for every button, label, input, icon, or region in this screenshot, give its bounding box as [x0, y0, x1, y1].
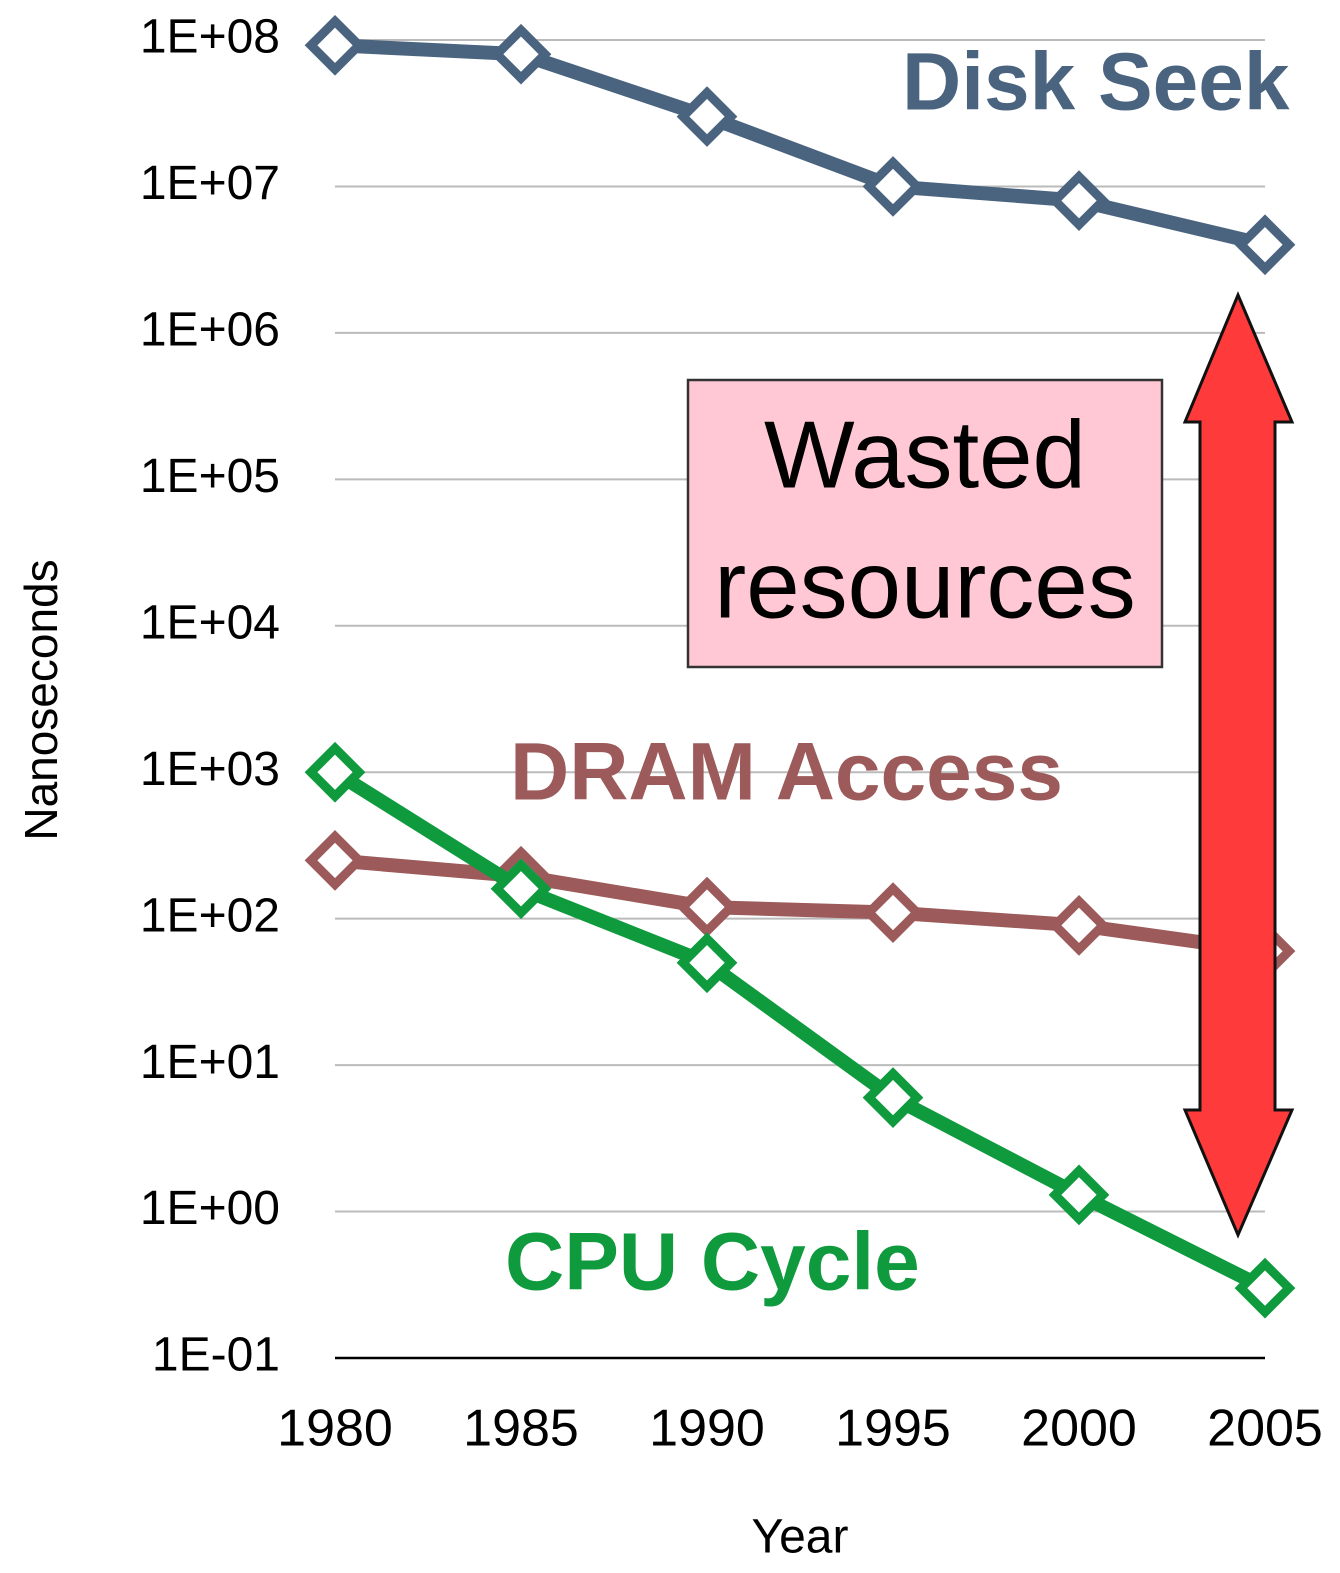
- y-tick-label: 1E+07: [140, 157, 280, 210]
- data-point: [1048, 170, 1110, 231]
- data-point: [676, 876, 738, 938]
- y-tick-label: 1E-01: [152, 1329, 280, 1382]
- overlay: [686, 291, 1295, 1239]
- x-tick-label: 1990: [649, 1400, 765, 1458]
- y-tick-label: 1E+00: [140, 1182, 280, 1235]
- data-point: [862, 156, 924, 217]
- data-point: [304, 830, 366, 891]
- y-tick-label: 1E+01: [140, 1036, 280, 1089]
- y-tick-label: 1E+08: [140, 11, 280, 64]
- x-tick-label: 1995: [835, 1400, 951, 1458]
- y-tick-label: 1E+06: [140, 304, 280, 357]
- x-tick-label: 1985: [463, 1400, 579, 1458]
- y-tick-label: 1E+05: [140, 450, 280, 503]
- data-point: [1234, 214, 1296, 276]
- data-point: [490, 858, 552, 920]
- series-line: [331, 766, 1269, 1295]
- series-label: CPU Cycle: [505, 1217, 920, 1308]
- y-tick-label: 1E+03: [140, 743, 280, 796]
- x-tick-label: 2000: [1021, 1400, 1137, 1458]
- data-point: [676, 86, 738, 147]
- data-point: [490, 23, 552, 85]
- data-point: [676, 932, 738, 994]
- y-axis-title: Nanoseconds: [15, 559, 67, 840]
- x-tick-label: 2005: [1207, 1400, 1323, 1458]
- grid: [335, 39, 1265, 1360]
- data-point: [1048, 895, 1110, 956]
- data-point: [304, 14, 366, 76]
- data-point: [1234, 1257, 1296, 1319]
- annotation: resources: [714, 531, 1136, 638]
- series-line: [334, 38, 1267, 252]
- y-tick-label: 1E+04: [140, 596, 280, 649]
- annotation: Wasted: [764, 401, 1086, 508]
- y-tick-label: 1E+02: [140, 889, 280, 942]
- data-point: [304, 741, 366, 803]
- data-point: [1048, 1164, 1110, 1226]
- series-line: [334, 853, 1266, 959]
- x-axis-title: Year: [752, 1511, 849, 1564]
- x-tick-label: 1980: [277, 1400, 393, 1458]
- series-label: DRAM Access: [510, 727, 1063, 818]
- data-point: [862, 1067, 924, 1128]
- lines: [304, 14, 1296, 1319]
- gap-arrow: [1182, 291, 1295, 1239]
- series-label: Disk Seek: [902, 37, 1290, 128]
- data-point: [862, 882, 924, 943]
- labels: 1E+08 1E+07 1E+06 1E+05 1E+04 1E+03 1E+02 1E+01…: [15, 11, 1323, 1564]
- annotation-box: [686, 378, 1164, 669]
